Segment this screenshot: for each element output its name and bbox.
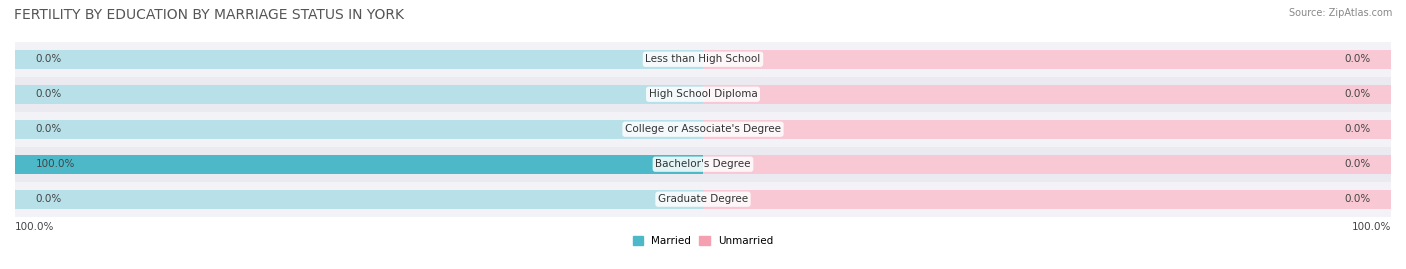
Text: 0.0%: 0.0% <box>1344 194 1371 204</box>
Bar <box>15 50 703 69</box>
Bar <box>15 147 1391 182</box>
Bar <box>703 85 1391 104</box>
Text: 0.0%: 0.0% <box>1344 54 1371 64</box>
Text: 100.0%: 100.0% <box>15 222 55 232</box>
Text: College or Associate's Degree: College or Associate's Degree <box>626 124 780 134</box>
Text: Source: ZipAtlas.com: Source: ZipAtlas.com <box>1288 8 1392 18</box>
Bar <box>15 190 703 209</box>
Text: High School Diploma: High School Diploma <box>648 89 758 99</box>
Bar <box>15 42 1391 77</box>
Text: 0.0%: 0.0% <box>1344 89 1371 99</box>
Bar <box>15 85 703 104</box>
Text: 100.0%: 100.0% <box>1351 222 1391 232</box>
Text: 0.0%: 0.0% <box>1344 124 1371 134</box>
Bar <box>15 112 1391 147</box>
Text: Less than High School: Less than High School <box>645 54 761 64</box>
Bar <box>703 190 1391 209</box>
Bar <box>15 155 703 174</box>
Bar <box>15 155 703 174</box>
Text: FERTILITY BY EDUCATION BY MARRIAGE STATUS IN YORK: FERTILITY BY EDUCATION BY MARRIAGE STATU… <box>14 8 404 22</box>
Text: 0.0%: 0.0% <box>35 89 62 99</box>
Text: 0.0%: 0.0% <box>1344 159 1371 169</box>
Bar <box>703 155 1391 174</box>
Text: 0.0%: 0.0% <box>35 194 62 204</box>
Bar <box>703 50 1391 69</box>
Bar <box>15 120 703 139</box>
Text: 100.0%: 100.0% <box>35 159 75 169</box>
Text: Graduate Degree: Graduate Degree <box>658 194 748 204</box>
Bar <box>15 182 1391 217</box>
Bar <box>703 120 1391 139</box>
Legend: Married, Unmarried: Married, Unmarried <box>628 232 778 250</box>
Bar <box>15 77 1391 112</box>
Text: Bachelor's Degree: Bachelor's Degree <box>655 159 751 169</box>
Text: 0.0%: 0.0% <box>35 54 62 64</box>
Text: 0.0%: 0.0% <box>35 124 62 134</box>
